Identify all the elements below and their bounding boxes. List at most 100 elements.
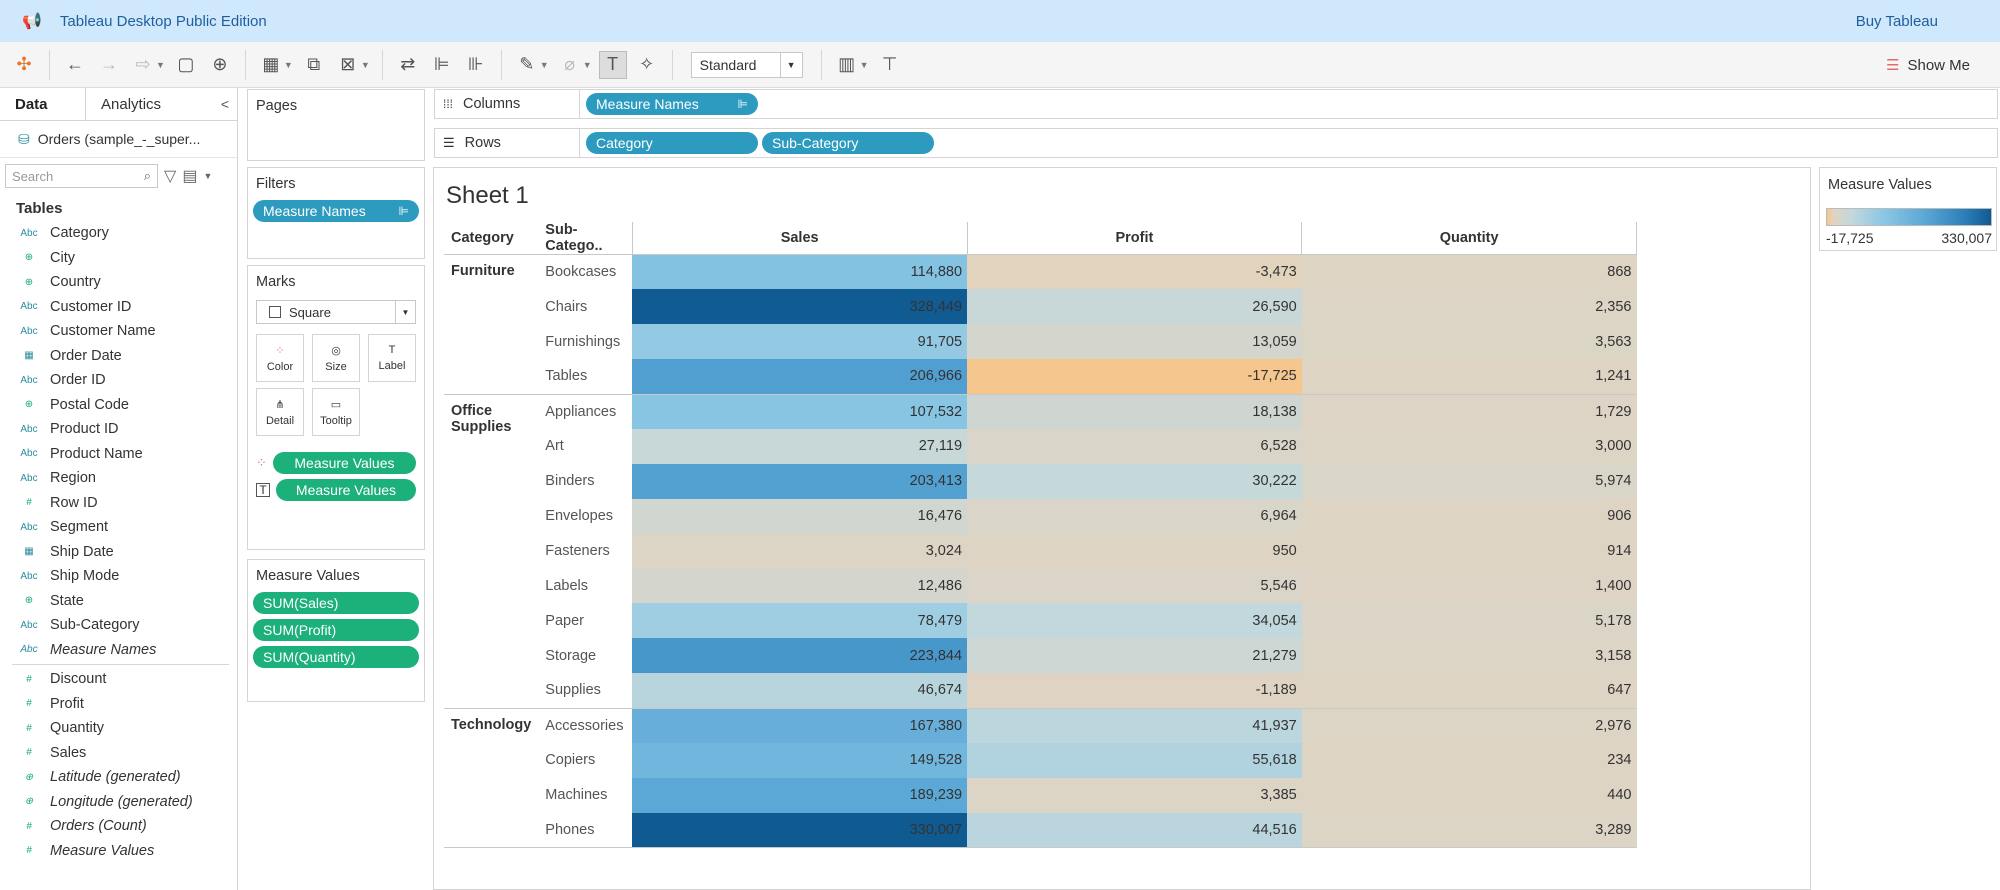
value-cell-sales[interactable]: 46,674	[632, 673, 968, 709]
column-header-sales[interactable]: Sales	[631, 222, 968, 255]
value-cell-quantity[interactable]: 1,729	[1301, 394, 1637, 429]
columns-shelf[interactable]: ⁞⁞⁞ Columns Measure Names ⊫	[434, 89, 1998, 119]
field-item[interactable]: ⊕ Longitude (generated)	[0, 790, 237, 815]
pages-card[interactable]: Pages	[247, 89, 425, 161]
new-worksheet-dropdown-icon[interactable]: ▼	[283, 59, 293, 70]
sub-category-header[interactable]: Binders	[545, 473, 595, 490]
clear-dropdown-icon[interactable]: ▼	[360, 59, 370, 70]
value-cell-profit[interactable]: 950	[967, 533, 1302, 569]
field-item[interactable]: # Row ID	[0, 491, 237, 516]
buy-tableau-link[interactable]: Buy Tableau	[1855, 12, 1938, 30]
field-item[interactable]: ⊕ Country	[0, 270, 237, 295]
presentation-mode-icon[interactable]: ⊤	[881, 54, 898, 74]
value-cell-sales[interactable]: 328,449	[632, 289, 968, 325]
swap-rows-columns-icon[interactable]: ⇄	[400, 54, 416, 74]
tab-data[interactable]: Data	[0, 88, 86, 120]
color-legend[interactable]: Measure Values -17,725 330,007	[1819, 167, 1997, 251]
value-cell-quantity[interactable]: 5,178	[1301, 603, 1637, 639]
value-cell-quantity[interactable]: 3,563	[1301, 324, 1637, 360]
clear-sheet-icon[interactable]: ⊠	[340, 54, 356, 74]
value-cell-sales[interactable]: 114,880	[632, 254, 968, 290]
value-cell-sales[interactable]: 330,007	[632, 812, 968, 849]
field-item[interactable]: Abc Product ID	[0, 417, 237, 442]
redo-icon[interactable]: →	[100, 54, 118, 74]
field-item[interactable]: ⊕ City	[0, 246, 237, 271]
field-item[interactable]: Abc Customer ID	[0, 295, 237, 320]
tableau-logo-icon[interactable]: ✣	[16, 54, 32, 74]
measure-values-card[interactable]: Measure Values SUM(Sales) SUM(Profit) SU…	[247, 559, 425, 702]
value-cell-quantity[interactable]: 2,356	[1301, 289, 1637, 325]
value-cell-profit[interactable]: 13,059	[967, 324, 1302, 360]
replay-dropdown-icon[interactable]: ▼	[156, 59, 165, 70]
search-input[interactable]: Search ⌕	[5, 164, 158, 188]
sub-category-header[interactable]: Envelopes	[545, 508, 614, 525]
field-item[interactable]: # Orders (Count)	[0, 814, 237, 839]
filter-icon[interactable]: ▽	[164, 168, 177, 185]
duplicate-icon[interactable]: ⧉	[307, 54, 321, 74]
field-item[interactable]: Abc Segment	[0, 515, 237, 540]
value-cell-quantity[interactable]: 3,158	[1301, 638, 1637, 674]
value-cell-profit[interactable]: 3,385	[967, 777, 1302, 813]
value-cell-sales[interactable]: 91,705	[632, 324, 968, 360]
sub-category-header[interactable]: Storage	[545, 647, 597, 664]
sub-category-header[interactable]: Supplies	[538, 673, 633, 709]
undo-icon[interactable]: ←	[66, 54, 84, 74]
color-button[interactable]: ⁘ Color	[256, 334, 304, 382]
field-item[interactable]: Abc Order ID	[0, 368, 237, 393]
show-mark-labels-icon[interactable]: T	[598, 50, 627, 79]
category-header[interactable]: Technology	[444, 708, 539, 849]
value-cell-profit[interactable]: 55,618	[967, 742, 1302, 778]
value-cell-profit[interactable]: 26,590	[967, 289, 1302, 325]
field-item[interactable]: ⊕ Postal Code	[0, 393, 237, 418]
value-cell-quantity[interactable]: 3,289	[1301, 812, 1637, 849]
column-header-profit[interactable]: Profit	[966, 222, 1302, 255]
field-item[interactable]: ⊕ State	[0, 589, 237, 614]
value-cell-sales[interactable]: 167,380	[632, 708, 968, 743]
value-cell-sales[interactable]: 223,844	[632, 638, 968, 674]
sub-category-header[interactable]: Phones	[538, 812, 633, 849]
field-item[interactable]: Abc Measure Names	[0, 638, 237, 663]
field-item[interactable]: # Measure Values	[0, 839, 237, 864]
columns-pill-measure-names[interactable]: Measure Names ⊫	[586, 93, 758, 115]
value-cell-profit[interactable]: 18,138	[967, 394, 1302, 429]
sub-category-header[interactable]: Art	[545, 438, 564, 455]
sub-category-header[interactable]: Copiers	[545, 752, 596, 769]
size-button[interactable]: ◎ Size	[312, 334, 360, 382]
fit-select[interactable]: Standard ▼	[690, 51, 803, 78]
show-cards-dropdown-icon[interactable]: ▼	[859, 59, 869, 70]
group-members-icon[interactable]: ⌀	[564, 54, 576, 74]
sort-descending-icon[interactable]: ⊪	[467, 54, 484, 74]
tooltip-button[interactable]: ▭ Tooltip	[312, 388, 360, 436]
field-item[interactable]: ▦ Order Date	[0, 344, 237, 369]
value-cell-quantity[interactable]: 1,400	[1301, 568, 1637, 604]
value-cell-quantity[interactable]: 914	[1301, 533, 1637, 569]
value-cell-sales[interactable]: 149,528	[632, 742, 968, 778]
filters-card[interactable]: Filters Measure Names ⊫	[247, 167, 425, 259]
megaphone-icon[interactable]: 📢	[22, 13, 42, 30]
tab-analytics[interactable]: Analytics	[101, 96, 162, 113]
column-header-quantity[interactable]: Quantity	[1301, 222, 1637, 255]
value-cell-sales[interactable]: 16,476	[632, 498, 968, 534]
rows-pill-category[interactable]: Category	[586, 132, 758, 154]
value-cell-profit[interactable]: -3,473	[967, 254, 1302, 290]
mark-type-select[interactable]: Square ▼	[256, 300, 416, 324]
field-item[interactable]: Abc Customer Name	[0, 319, 237, 344]
value-cell-quantity[interactable]: 440	[1301, 777, 1637, 813]
value-cell-sales[interactable]: 206,966	[632, 359, 968, 395]
field-item[interactable]: # Discount	[0, 667, 237, 692]
value-cell-profit[interactable]: -17,725	[967, 359, 1302, 395]
value-cell-quantity[interactable]: 868	[1301, 254, 1637, 290]
value-cell-profit[interactable]: 21,279	[967, 638, 1302, 674]
value-cell-sales[interactable]: 107,532	[632, 394, 968, 429]
mv-pill-profit[interactable]: SUM(Profit)	[253, 619, 419, 641]
field-item[interactable]: Abc Ship Mode	[0, 564, 237, 589]
field-item[interactable]: ▦ Ship Date	[0, 540, 237, 565]
marks-pill-color[interactable]: Measure Values	[272, 452, 416, 474]
highlight-dropdown-icon[interactable]: ▼	[539, 59, 549, 70]
sub-category-header[interactable]: Fasteners	[545, 543, 610, 560]
value-cell-quantity[interactable]: 2,976	[1301, 708, 1637, 743]
mv-pill-quantity[interactable]: SUM(Quantity)	[253, 646, 419, 668]
value-cell-profit[interactable]: 34,054	[967, 603, 1302, 639]
value-cell-sales[interactable]: 3,024	[632, 533, 968, 569]
chevron-down-icon[interactable]: ▼	[203, 171, 213, 181]
